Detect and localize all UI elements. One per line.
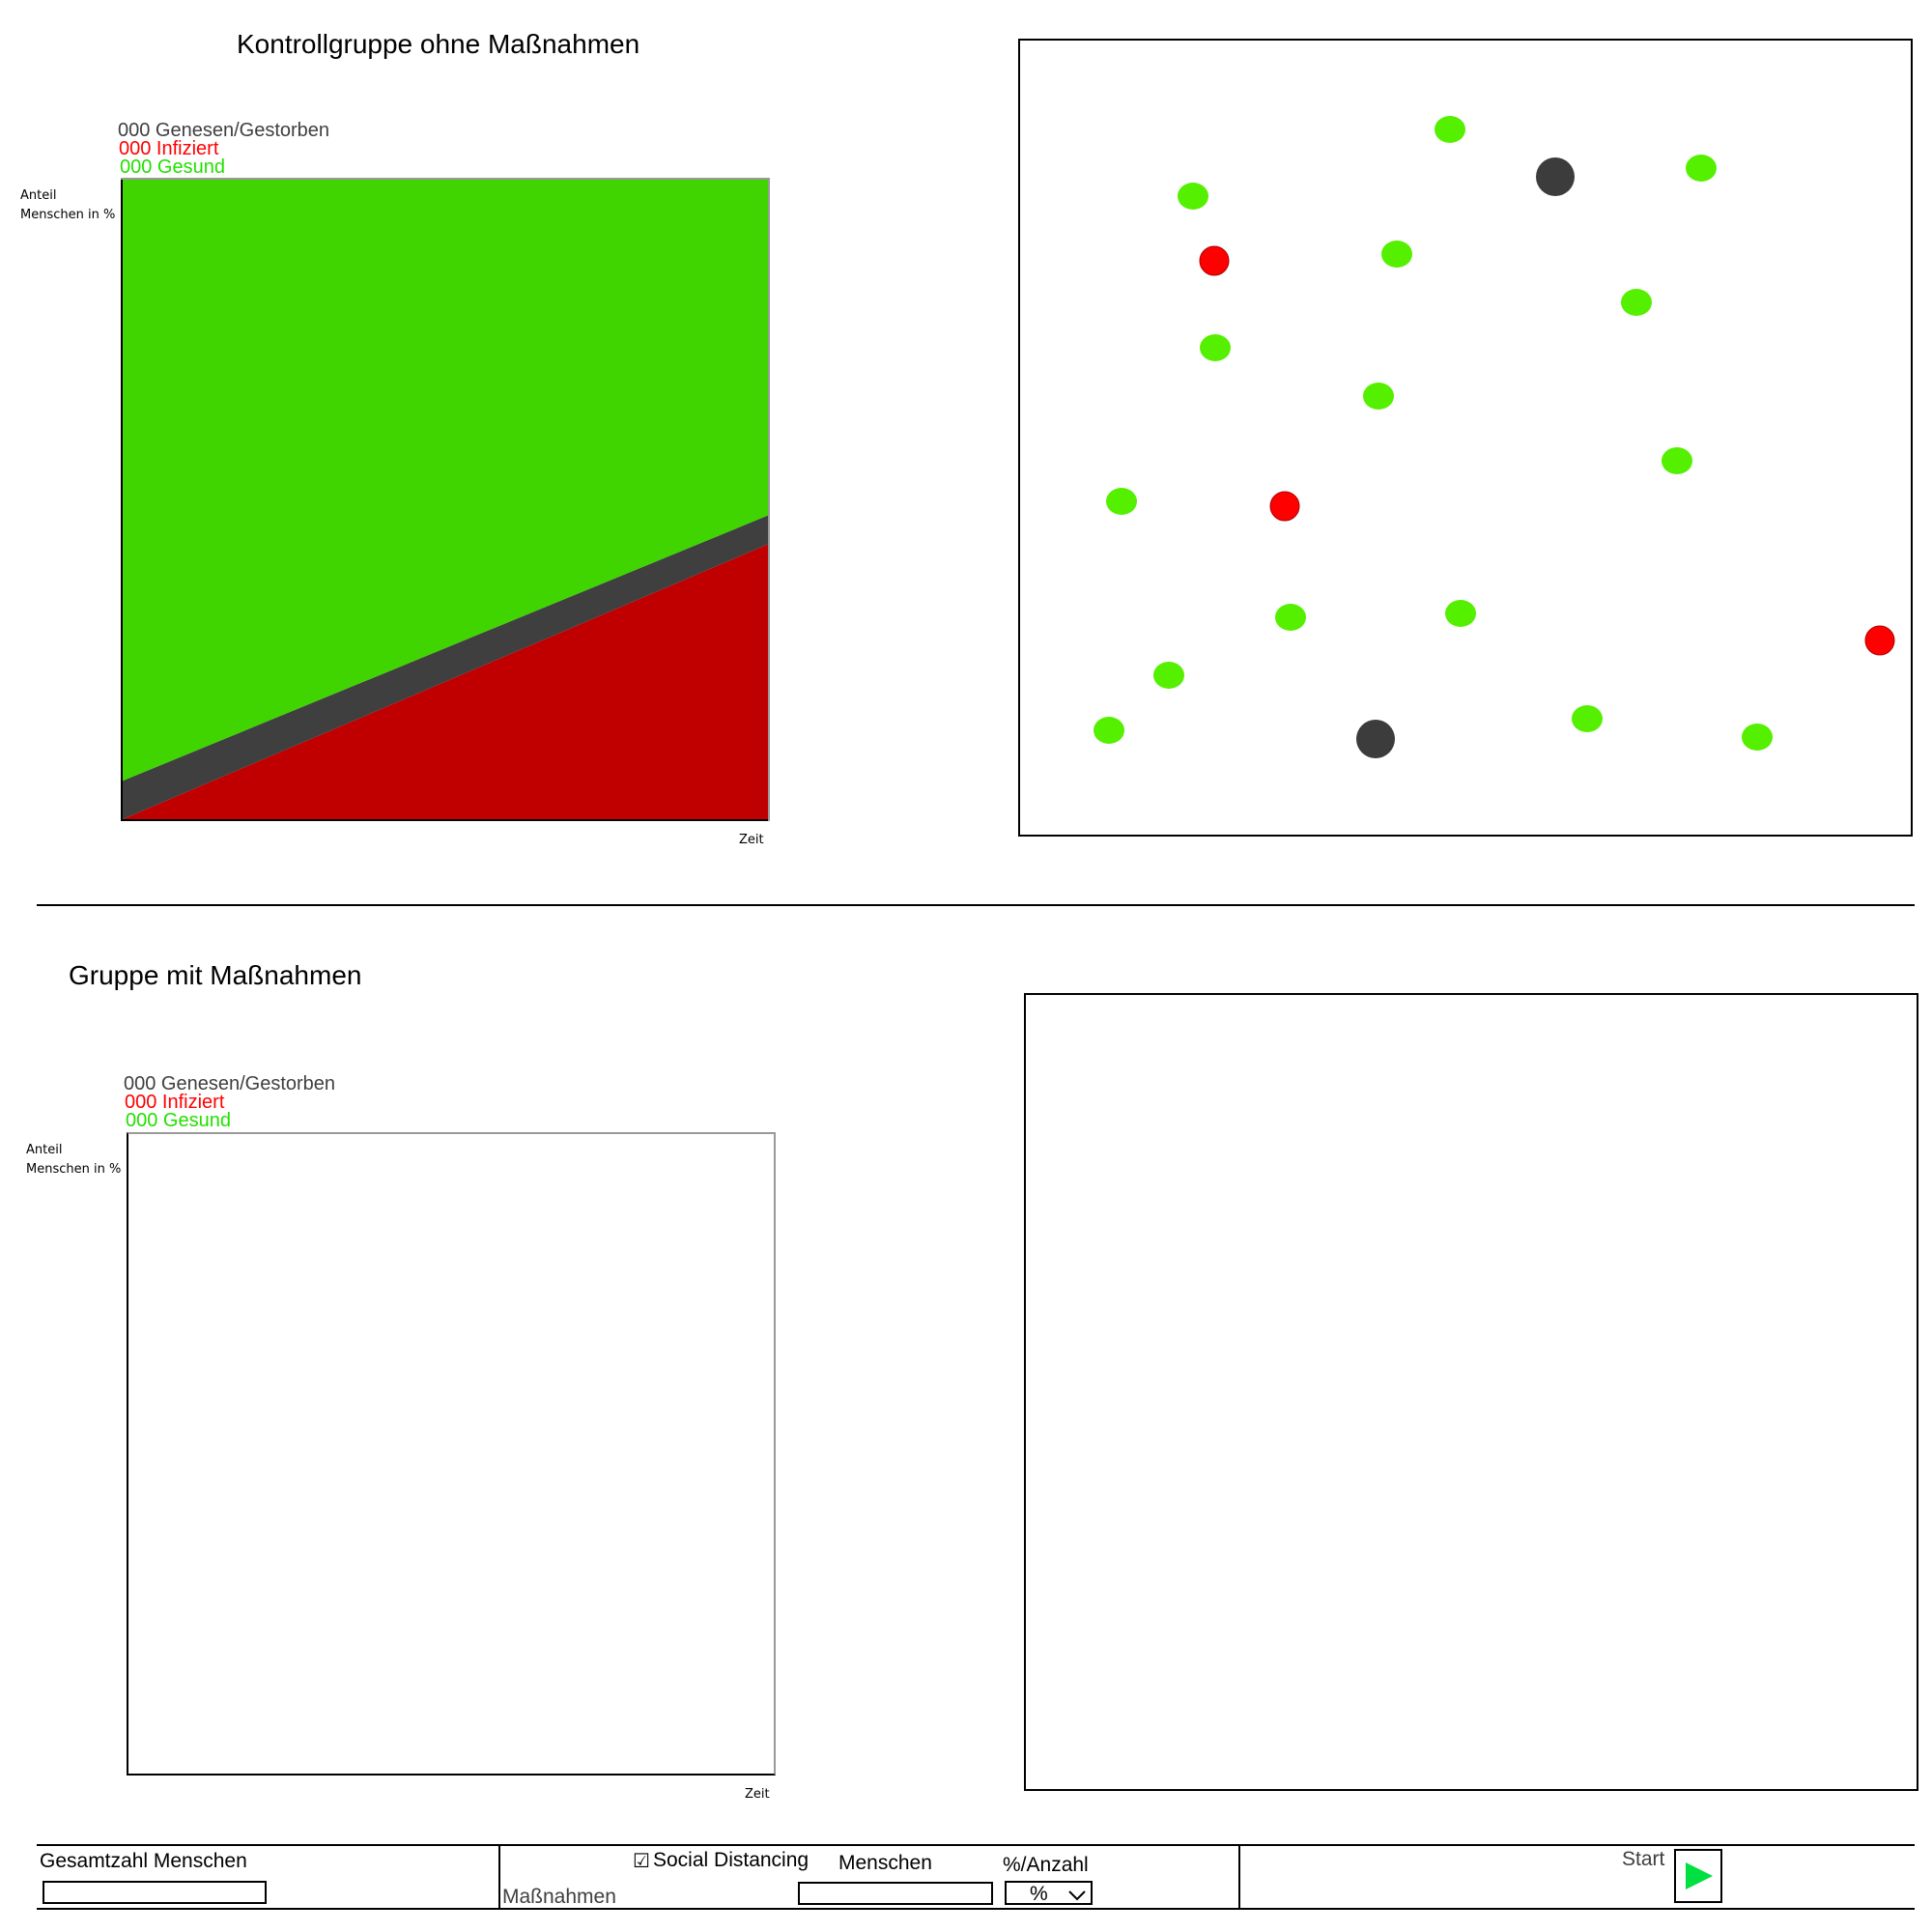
person-recovered <box>1356 720 1395 758</box>
person-healthy <box>1435 116 1465 143</box>
person-infected <box>1864 625 1895 656</box>
control-legend-recovered: 000 Genesen/Gestorben <box>118 120 330 141</box>
person-recovered <box>1536 157 1575 196</box>
measures-group-title: Gruppe mit Maßnahmen <box>69 960 362 990</box>
area-recovered <box>123 515 768 819</box>
measures-simulation-canvas <box>1024 993 1918 1791</box>
person-healthy <box>1363 383 1394 410</box>
person-healthy <box>1178 183 1208 210</box>
person-healthy <box>1275 604 1306 631</box>
control-bar-bottom-border <box>37 1908 1915 1910</box>
control-legend-infected: 000 Infiziert <box>119 138 219 159</box>
person-healthy <box>1742 724 1773 751</box>
control-bar-divider-1 <box>498 1844 500 1910</box>
social-distancing-label: Social Distancing <box>653 1849 810 1871</box>
control-group-title: Kontrollgruppe ohne Maßnahmen <box>237 29 640 59</box>
total-people-input[interactable] <box>43 1881 267 1904</box>
measures-label: Maßnahmen <box>502 1886 616 1908</box>
person-infected <box>1199 245 1230 276</box>
area-infected <box>123 544 768 819</box>
control-simulation-canvas <box>1018 39 1913 837</box>
person-healthy <box>1200 334 1231 361</box>
control-area-chart <box>121 178 770 821</box>
control-bar-top-border <box>37 1844 1915 1846</box>
control-y-axis-label: Anteil Menschen in % <box>20 188 116 222</box>
measures-legend-recovered: 000 Genesen/Gestorben <box>124 1073 336 1094</box>
person-healthy <box>1686 155 1717 182</box>
start-label: Start <box>1622 1848 1665 1870</box>
person-healthy <box>1572 705 1603 732</box>
people-label: Menschen <box>838 1852 932 1874</box>
start-button[interactable] <box>1674 1849 1722 1903</box>
total-people-label: Gesamtzahl Menschen <box>40 1850 247 1872</box>
measures-area-chart <box>127 1132 776 1776</box>
mode-selected-value: % <box>1030 1883 1048 1905</box>
person-infected <box>1269 491 1300 522</box>
measures-x-axis-label: Zeit <box>745 1787 770 1802</box>
person-healthy <box>1662 447 1692 474</box>
social-distancing-checkbox[interactable]: ☑ <box>633 1851 650 1872</box>
people-input[interactable] <box>798 1882 993 1905</box>
measures-y-axis-label: Anteil Menschen in % <box>26 1143 122 1177</box>
area-healthy <box>123 180 768 781</box>
person-healthy <box>1094 717 1124 744</box>
play-icon <box>1686 1862 1713 1889</box>
section-separator <box>37 904 1915 906</box>
person-healthy <box>1621 289 1652 316</box>
mode-select[interactable]: % <box>1005 1881 1093 1905</box>
control-legend-healthy: 000 Gesund <box>120 156 225 178</box>
measures-legend-infected: 000 Infiziert <box>125 1092 225 1113</box>
control-simulation-svg <box>1094 116 1895 758</box>
chevron-down-icon <box>1068 1890 1086 1901</box>
control-x-axis-label: Zeit <box>739 833 764 847</box>
person-healthy <box>1381 241 1412 268</box>
person-healthy <box>1106 488 1137 515</box>
person-healthy <box>1445 600 1476 627</box>
control-bar-divider-2 <box>1238 1844 1240 1910</box>
person-healthy <box>1153 662 1184 689</box>
mode-label: %/Anzahl <box>1003 1854 1089 1876</box>
measures-legend-healthy: 000 Gesund <box>126 1110 231 1131</box>
